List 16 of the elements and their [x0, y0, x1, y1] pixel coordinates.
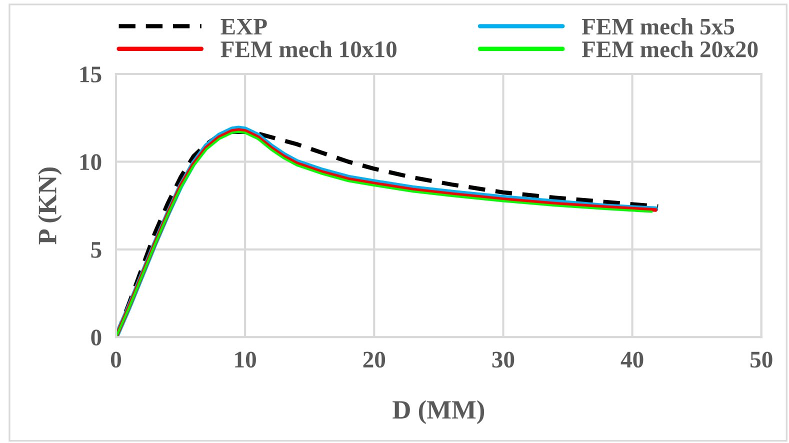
y-tick-label: 5 — [91, 242, 102, 258]
x-tick-label: 20 — [363, 352, 386, 368]
x-axis-title: D (MM) — [392, 400, 484, 424]
x-tick-label: 10 — [235, 352, 256, 368]
y-axis-title: P (KN) — [38, 168, 62, 244]
x-tick-label: 40 — [620, 352, 644, 368]
legend-label: EXP — [220, 18, 267, 34]
legend-label: FEM mech 5x5 — [582, 18, 734, 35]
x-tick-label: 50 — [750, 352, 772, 368]
x-tick-label: 30 — [492, 352, 514, 368]
y-tick-label: 10 — [80, 154, 102, 170]
legend-label: FEM mech 20x20 — [582, 40, 758, 58]
legend-label: FEM mech 10x10 — [220, 40, 396, 58]
y-tick-label: 0 — [91, 330, 102, 346]
y-tick-label: 15 — [80, 66, 102, 82]
x-tick-label: 0 — [110, 352, 121, 368]
